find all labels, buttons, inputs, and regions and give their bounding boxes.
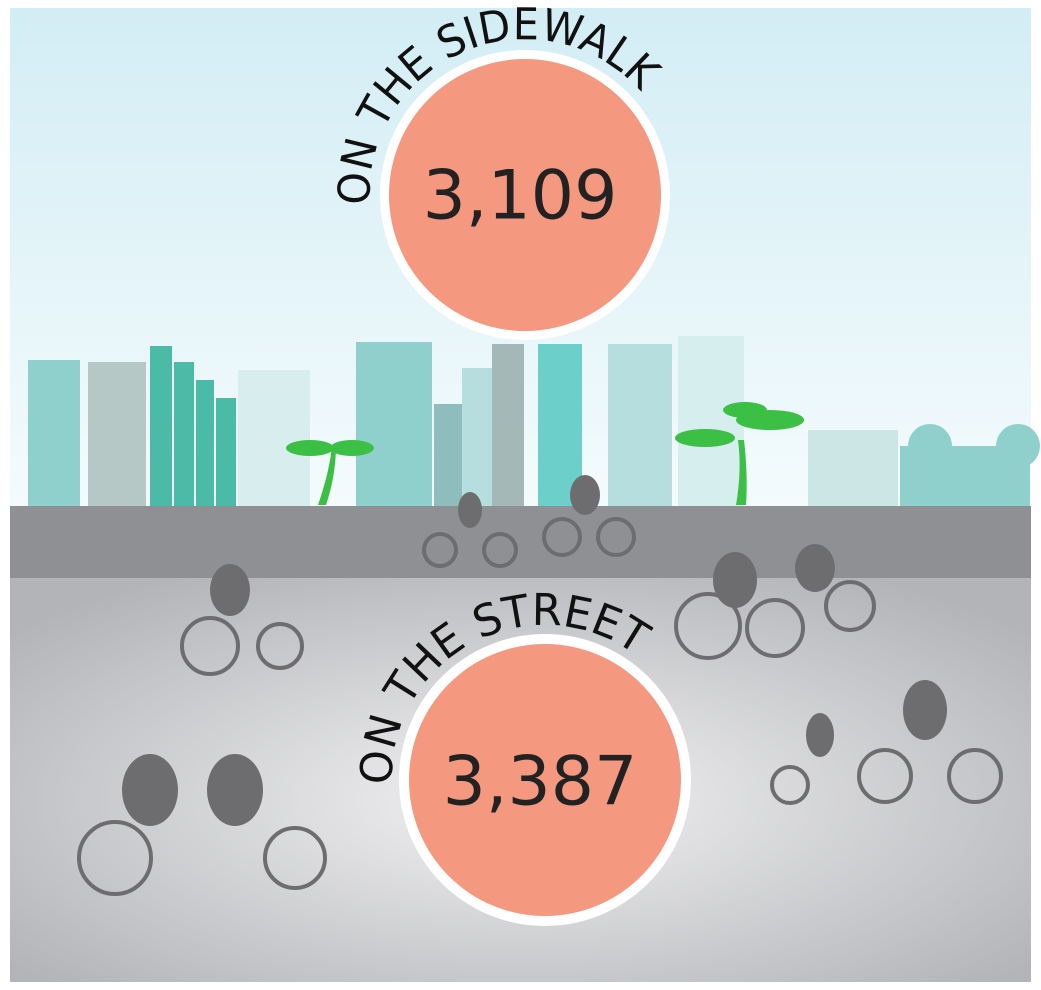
badge xyxy=(389,59,661,331)
sidewalk-badge: ON THE SIDEWALK 3,109 xyxy=(329,0,670,340)
sidewalk xyxy=(10,506,1031,578)
cyclists xyxy=(77,517,1003,896)
badge-count: 3,387 xyxy=(443,743,638,822)
badge xyxy=(409,644,681,916)
badge-count: 3,109 xyxy=(423,157,618,236)
skyline xyxy=(28,336,1040,506)
palm-trees xyxy=(286,402,804,505)
cyclist-bodies xyxy=(122,475,947,826)
